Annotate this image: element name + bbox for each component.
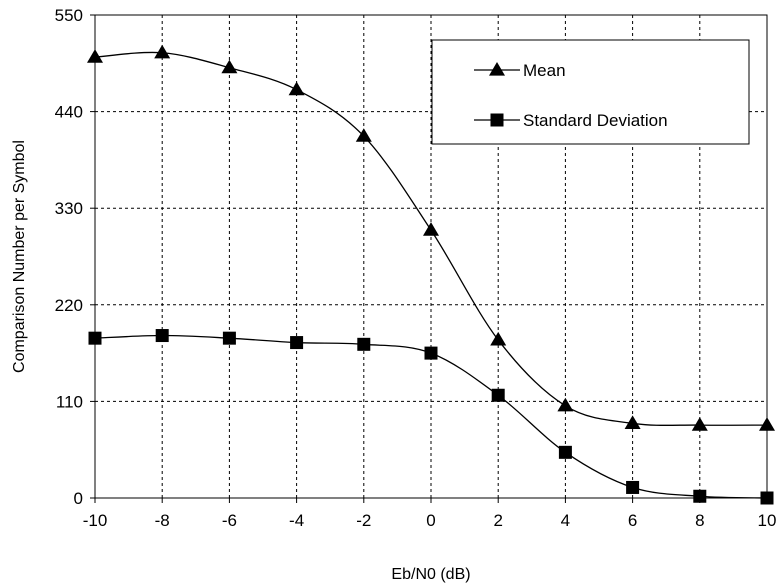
- y-axis-title: Comparison Number per Symbol: [11, 140, 28, 373]
- square-point: [761, 492, 774, 505]
- x-tick-label: -10: [83, 511, 108, 530]
- triangle-point: [692, 417, 708, 431]
- y-tick-label: 110: [56, 392, 83, 411]
- x-tick-label: 2: [493, 511, 502, 530]
- y-tick-label: 220: [55, 296, 83, 315]
- square-point: [89, 332, 102, 345]
- x-axis-title: Eb/N0 (dB): [391, 566, 470, 583]
- legend-label: Mean: [523, 61, 566, 80]
- triangle-point: [87, 49, 103, 63]
- x-tick-label: 6: [628, 511, 637, 530]
- legend-label: Standard Deviation: [523, 111, 668, 130]
- x-tick-label: 0: [426, 511, 435, 530]
- x-tick-label: 8: [695, 511, 704, 530]
- x-tick-label: -8: [155, 511, 170, 530]
- x-tick-label: 4: [561, 511, 570, 530]
- y-tick-label: 330: [55, 199, 83, 218]
- square-point: [156, 329, 169, 342]
- square-point: [425, 347, 438, 360]
- legend: Mean Standard Deviation: [432, 40, 749, 144]
- x-tick-label: -6: [222, 511, 237, 530]
- legend-square-marker: [491, 114, 504, 127]
- square-point: [626, 481, 639, 494]
- y-tick-label: 440: [55, 103, 83, 122]
- triangle-point: [557, 398, 573, 412]
- x-tick-label: -2: [356, 511, 371, 530]
- square-point: [492, 389, 505, 402]
- x-tick-label: -4: [289, 511, 304, 530]
- square-point: [357, 338, 370, 351]
- triangle-point: [759, 417, 775, 431]
- y-tick-label: 0: [74, 489, 83, 508]
- square-point: [223, 332, 236, 345]
- square-point: [559, 446, 572, 459]
- triangle-point: [289, 82, 305, 96]
- triangle-point: [490, 332, 506, 346]
- square-point: [290, 336, 303, 349]
- y-tick-label: 550: [55, 6, 83, 25]
- x-tick-label: 10: [758, 511, 777, 530]
- square-point: [693, 490, 706, 503]
- triangle-point: [423, 222, 439, 236]
- triangle-point: [154, 45, 170, 59]
